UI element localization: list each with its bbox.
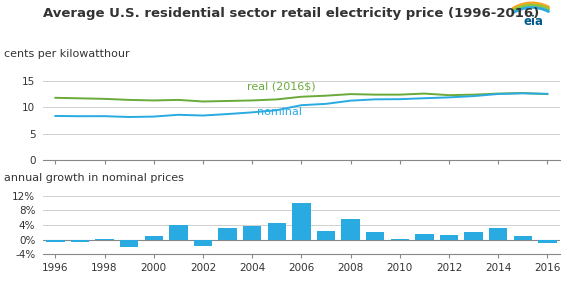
Bar bbox=[489, 228, 507, 240]
Bar bbox=[218, 228, 237, 240]
Text: Average U.S. residential sector retail electricity price (1996-2016): Average U.S. residential sector retail e… bbox=[43, 7, 540, 20]
Bar bbox=[464, 232, 483, 240]
Bar bbox=[243, 226, 261, 240]
Bar bbox=[366, 232, 385, 240]
Bar bbox=[145, 236, 163, 240]
Bar bbox=[267, 223, 286, 240]
Bar bbox=[342, 219, 360, 240]
Text: nominal: nominal bbox=[257, 107, 302, 117]
Bar bbox=[194, 240, 212, 246]
Text: eia: eia bbox=[524, 15, 544, 28]
Bar bbox=[71, 240, 89, 242]
Text: real (2016$): real (2016$) bbox=[247, 82, 316, 92]
Bar bbox=[415, 234, 433, 240]
Text: annual growth in nominal prices: annual growth in nominal prices bbox=[5, 173, 184, 183]
Bar bbox=[292, 203, 311, 240]
Bar bbox=[390, 239, 409, 240]
Bar bbox=[317, 231, 335, 240]
Text: cents per kilowatthour: cents per kilowatthour bbox=[5, 49, 130, 59]
Bar bbox=[538, 240, 557, 243]
Bar bbox=[95, 239, 114, 240]
Bar bbox=[514, 236, 532, 240]
Bar bbox=[440, 235, 458, 240]
Bar bbox=[46, 240, 64, 242]
Bar bbox=[120, 240, 138, 247]
Bar bbox=[169, 225, 188, 240]
